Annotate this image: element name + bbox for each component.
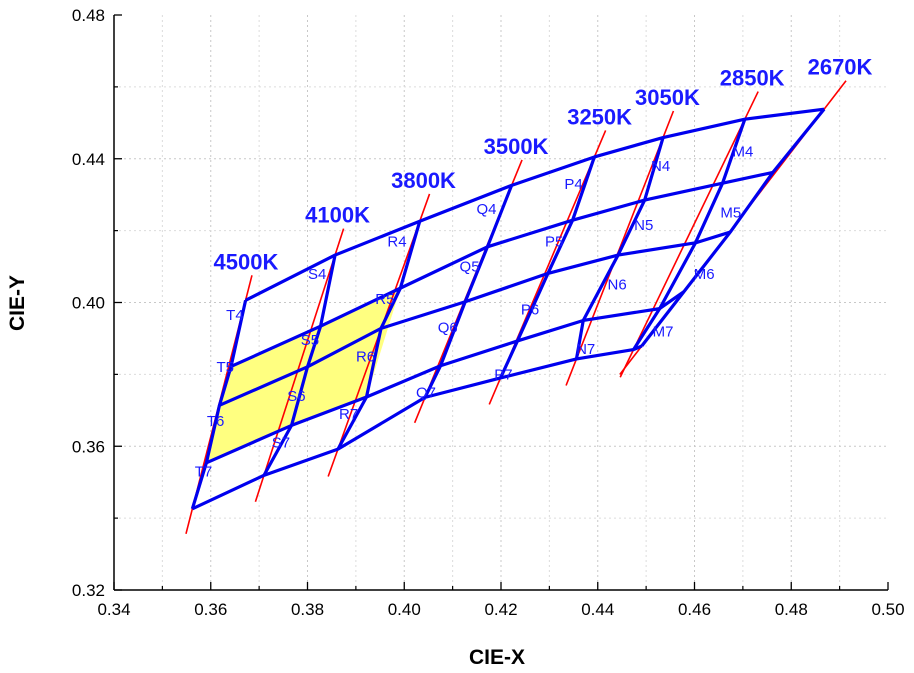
x-tick-label: 0.48 xyxy=(775,600,808,619)
bin-label: Q6 xyxy=(438,320,458,337)
bin-label: T7 xyxy=(195,463,213,480)
bin-label: Q5 xyxy=(460,259,480,276)
bin-label: T6 xyxy=(207,413,225,430)
bin-label: M6 xyxy=(694,266,715,283)
cct-label: 4100K xyxy=(305,203,370,228)
gridlines xyxy=(114,15,888,590)
bin-label: S4 xyxy=(308,266,326,283)
y-tick-label: 0.40 xyxy=(72,294,105,313)
cct-label: 3050K xyxy=(635,85,700,110)
y-tick-label: 0.36 xyxy=(72,437,105,456)
bin-horizontal-boundary xyxy=(218,230,731,407)
y-tick-label: 0.48 xyxy=(72,6,105,25)
bin-label: M4 xyxy=(732,144,753,161)
bin-label: T5 xyxy=(217,359,235,376)
cct-line xyxy=(254,228,345,503)
cct-line xyxy=(619,91,759,378)
bin-label: P7 xyxy=(494,366,512,383)
bin-label: N5 xyxy=(634,217,653,234)
bin-labels: T4 T5 T6 T7 S4 S5 S6 S7 R4 R5 R6 R7 Q4 Q5 Q6 Q7 P4 P5 P6 P7… xyxy=(195,144,754,481)
x-tick-label: 0.34 xyxy=(97,600,130,619)
x-axis-title: CIE-X xyxy=(469,646,525,669)
x-tick-label: 0.42 xyxy=(484,600,517,619)
highlighted-bins xyxy=(206,288,401,463)
bin-label: S7 xyxy=(272,435,290,452)
bin-horizontal-boundary xyxy=(244,107,825,302)
bin-label: S6 xyxy=(287,388,305,405)
x-tick-label: 0.38 xyxy=(291,600,324,619)
bin-label: T4 xyxy=(226,307,244,324)
bin-label: N7 xyxy=(576,341,595,358)
cct-label: 3800K xyxy=(391,168,456,193)
y-axis-title: CIE-Y xyxy=(6,275,29,331)
x-tick-label: 0.40 xyxy=(388,600,421,619)
bin-label: P5 xyxy=(545,233,563,250)
bin-horizontal-boundary xyxy=(205,290,685,465)
bin-label: M7 xyxy=(653,323,674,340)
highlight-region xyxy=(206,288,401,463)
bin-horizontal-boundary xyxy=(191,344,643,511)
bin-label: P6 xyxy=(521,302,539,319)
bin-label: R5 xyxy=(375,291,394,308)
bin-label: Q7 xyxy=(416,384,436,401)
bin-label: R6 xyxy=(356,348,375,365)
x-tick-label: 0.44 xyxy=(581,600,614,619)
cct-label: 2850K xyxy=(720,66,785,91)
bin-label: N4 xyxy=(651,158,670,175)
bin-label: R7 xyxy=(339,406,358,423)
bin-label: N6 xyxy=(608,277,627,294)
cct-label: 2670K xyxy=(808,55,873,80)
x-tick-label: 0.36 xyxy=(194,600,227,619)
cct-label: 3250K xyxy=(567,104,632,129)
cct-label: 4500K xyxy=(214,249,279,274)
bin-label: M5 xyxy=(720,205,741,222)
x-tick-label: 0.50 xyxy=(871,600,904,619)
bin-label: R4 xyxy=(387,233,406,250)
x-tick-label: 0.46 xyxy=(678,600,711,619)
bin-label: Q4 xyxy=(476,201,496,218)
cct-label: 3500K xyxy=(484,134,549,159)
bin-horizontal-boundary xyxy=(230,170,774,368)
bin-boundaries xyxy=(190,107,826,511)
y-tick-label: 0.44 xyxy=(72,150,105,169)
axes: 0.34 0.36 0.38 0.40 0.42 0.44 0.46 0.48 0.50 0.32… xyxy=(72,6,905,619)
y-tick-label: 0.32 xyxy=(72,581,105,600)
bin-label: S5 xyxy=(301,332,319,349)
bin-label: P4 xyxy=(564,176,582,193)
